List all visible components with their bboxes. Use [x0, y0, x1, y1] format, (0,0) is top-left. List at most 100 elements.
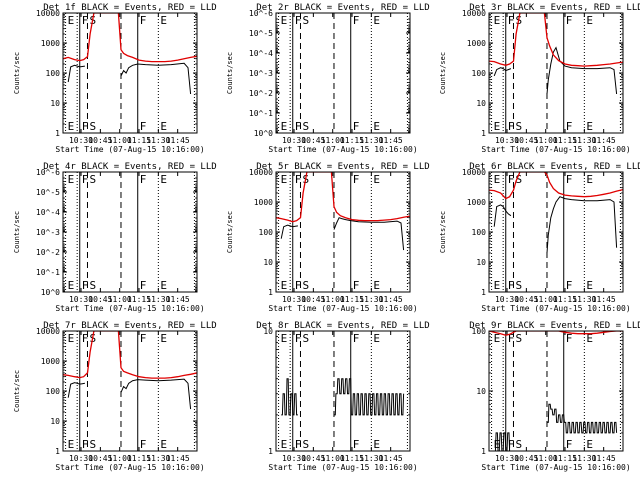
marker-label-bottom: F — [82, 120, 89, 133]
x-tick-label: 10:30 — [69, 454, 93, 463]
marker-label-bottom: E — [281, 120, 288, 133]
y-tick-label: 1 — [268, 447, 273, 456]
detector-panel-1: Det 1f BLACK = Events, RED = LLD Counts/s… — [13, 3, 217, 154]
marker-label-top: F — [82, 332, 89, 345]
marker-label-top: F — [508, 173, 515, 186]
marker-label-bottom: E — [281, 438, 288, 451]
plot-frame — [62, 12, 198, 134]
x-tick-label: 11:00 — [534, 295, 558, 304]
marker-label-top: E — [586, 332, 593, 345]
marker-label-top: E — [68, 173, 75, 186]
marker-label-top: S — [515, 173, 522, 186]
y-tick-label: 10^0 — [254, 129, 273, 138]
x-tick-label: 11:45 — [379, 295, 403, 304]
marker-label-top: F — [566, 14, 573, 27]
x-tick-label: 11:15 — [553, 295, 577, 304]
x-tick-label: 11:00 — [321, 295, 345, 304]
events-series-line — [120, 62, 192, 95]
marker-label-bottom: E — [68, 120, 75, 133]
marker-label-top: E — [494, 14, 501, 27]
marker-label-bottom: F — [140, 438, 147, 451]
x-axis-label: Start Time (07-Aug-15 10:16:00) — [55, 463, 204, 472]
detector-panel-3: Det 3r BLACK = Events, RED = LLD Counts/s… — [439, 3, 640, 154]
y-tick-label: 1000 — [254, 198, 273, 207]
events-series-line — [494, 432, 511, 451]
x-tick-label: 11:15 — [340, 136, 364, 145]
events-series-line — [493, 67, 512, 77]
panel-title: Det 4r BLACK = Events, RED = LLD — [43, 162, 216, 172]
lld-series-line — [63, 13, 197, 63]
x-tick-label: 10:30 — [282, 454, 306, 463]
y-tick-label: 1 — [55, 129, 60, 138]
x-tick-label: 11:15 — [553, 454, 577, 463]
marker-label-top: F — [295, 332, 302, 345]
x-tick-label: 11:30 — [146, 295, 170, 304]
marker-label-bottom: E — [373, 120, 380, 133]
x-tick-label: 11:30 — [146, 454, 170, 463]
panel-title: Det 7r BLACK = Events, RED = LLD — [43, 321, 216, 331]
y-tick-label: 10^0 — [41, 288, 60, 297]
detector-panel-2: Det 2r BLACK = Events, RED = LLD Counts/s… — [226, 3, 430, 154]
x-tick-label: 11:45 — [166, 136, 190, 145]
y-tick-label: 10 — [50, 99, 60, 108]
y-axis-label: Counts/sec — [13, 52, 21, 94]
y-tick-label: 10 — [263, 327, 273, 336]
y-tick-label: 1 — [481, 447, 486, 456]
marker-label-top: E — [281, 173, 288, 186]
marker-label-bottom: E — [373, 279, 380, 292]
marker-label-top: F — [82, 173, 89, 186]
y-tick-label: 10^-1 — [36, 268, 60, 277]
detector-panel-6: Det 6r BLACK = Events, RED = LLD Counts/s… — [439, 162, 640, 313]
marker-label-top: E — [160, 173, 167, 186]
marker-label-bottom: F — [353, 279, 360, 292]
marker-label-top: E — [373, 173, 380, 186]
marker-label-bottom: S — [515, 120, 522, 133]
events-series-line — [493, 204, 512, 227]
y-tick-label: 100 — [46, 387, 61, 396]
events-series-line — [67, 382, 85, 398]
detector-panel-5: Det 5r BLACK = Events, RED = LLD Counts/s… — [226, 162, 430, 313]
marker-label-bottom: E — [281, 279, 288, 292]
marker-label-top: S — [302, 14, 309, 27]
x-tick-label: 11:00 — [321, 454, 345, 463]
marker-label-top: E — [586, 173, 593, 186]
marker-label-bottom: F — [140, 120, 147, 133]
y-tick-label: 10 — [476, 387, 486, 396]
marker-label-top: S — [89, 173, 96, 186]
y-axis-label: Counts/sec — [226, 211, 234, 253]
detector-panel-8: Det 8r BLACK = Events, RED = LLD Start Ti… — [256, 321, 429, 472]
y-tick-label: 10^-2 — [249, 89, 273, 98]
detector-panel-7: Det 7r BLACK = Events, RED = LLD Counts/s… — [13, 321, 217, 472]
plot-frame — [275, 330, 411, 452]
events-series-line — [546, 196, 618, 254]
x-tick-label: 10:45 — [301, 295, 325, 304]
y-tick-label: 10000 — [462, 168, 486, 177]
y-tick-label: 1000 — [467, 39, 486, 48]
y-tick-label: 1 — [268, 288, 273, 297]
x-tick-label: 11:00 — [108, 295, 132, 304]
events-series-line — [67, 64, 85, 83]
marker-label-bottom: F — [295, 120, 302, 133]
y-tick-label: 10^-3 — [36, 228, 60, 237]
y-tick-label: 100 — [46, 69, 61, 78]
marker-label-top: F — [353, 332, 360, 345]
x-tick-label: 11:15 — [340, 454, 364, 463]
plot-frame — [62, 330, 198, 452]
marker-label-top: E — [68, 14, 75, 27]
x-tick-label: 11:30 — [359, 295, 383, 304]
marker-label-bottom: E — [68, 279, 75, 292]
x-tick-label: 11:45 — [379, 136, 403, 145]
marker-label-bottom: S — [89, 279, 96, 292]
x-tick-label: 11:15 — [340, 295, 364, 304]
marker-label-top: F — [353, 14, 360, 27]
marker-label-top: F — [140, 14, 147, 27]
y-tick-label: 10 — [50, 417, 60, 426]
y-tick-label: 1000 — [41, 357, 60, 366]
x-tick-label: 11:00 — [108, 454, 132, 463]
marker-label-bottom: F — [295, 438, 302, 451]
marker-label-top: F — [508, 332, 515, 345]
x-tick-label: 11:00 — [321, 136, 345, 145]
y-tick-label: 10^-2 — [36, 248, 60, 257]
marker-label-top: F — [82, 14, 89, 27]
